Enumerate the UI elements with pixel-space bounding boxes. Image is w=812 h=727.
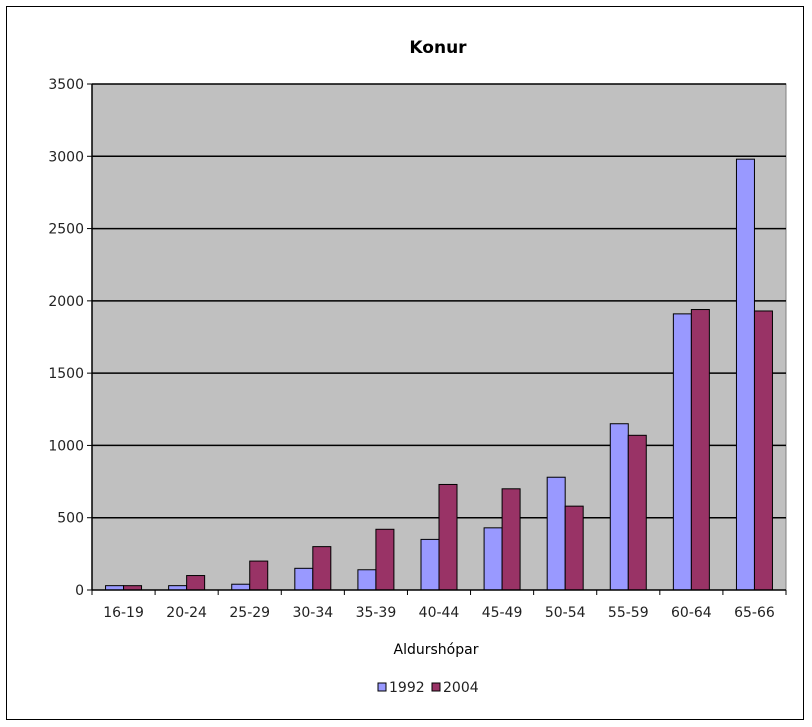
x-tick-label: 50-54 [545, 605, 586, 621]
bar-1992-50-54 [546, 476, 566, 591]
bar-1992-45-49 [483, 527, 503, 591]
x-tick-label: 65-66 [734, 605, 775, 621]
bar-2004-30-34 [312, 546, 332, 591]
y-tick-label: 1500 [48, 366, 84, 382]
legend-swatch-2004 [431, 682, 441, 692]
y-tick-label: 0 [75, 583, 84, 599]
bar-1992-35-39 [357, 569, 377, 591]
bar-1992-40-44 [420, 538, 440, 591]
bar-2004-65-66 [753, 310, 773, 591]
x-tick-label: 25-29 [229, 605, 270, 621]
y-tick-label: 2000 [48, 294, 84, 310]
y-tick-label: 2500 [48, 222, 84, 238]
bar-2004-60-64 [690, 309, 710, 591]
bar-1992-60-64 [672, 313, 692, 591]
legend: 1992 2004 [377, 680, 479, 696]
y-tick-label: 1000 [48, 438, 84, 454]
x-tick-label: 20-24 [166, 605, 207, 621]
x-tick-label: 45-49 [482, 605, 523, 621]
bar-2004-55-59 [627, 434, 647, 591]
bar-1992-25-29 [231, 583, 251, 591]
legend-swatch-1992 [377, 682, 387, 692]
bar-2004-20-24 [186, 575, 206, 591]
bar-1992-30-34 [294, 567, 314, 591]
legend-label-2004: 2004 [443, 680, 479, 696]
bar-1992-65-66 [735, 158, 755, 591]
bar-2004-50-54 [564, 505, 584, 591]
bar-2004-35-39 [375, 528, 395, 591]
x-axis-label: Aldurshópar [394, 642, 479, 658]
x-tick-label: 30-34 [292, 605, 333, 621]
chart-title: Konur [409, 38, 467, 58]
bar-2004-45-49 [501, 488, 521, 591]
y-tick-label: 3000 [48, 149, 84, 165]
bar-2004-40-44 [438, 483, 458, 591]
x-tick-label: 60-64 [671, 605, 712, 621]
x-tick-label: 55-59 [608, 605, 649, 621]
x-tick-label: 40-44 [419, 605, 460, 621]
bar-2004-25-29 [249, 560, 269, 591]
y-tick-label: 3500 [48, 77, 84, 93]
y-tick-label: 500 [57, 511, 84, 527]
bar-1992-55-59 [609, 423, 629, 591]
legend-label-1992: 1992 [389, 680, 425, 696]
x-tick-label: 35-39 [356, 605, 397, 621]
x-tick-label: 16-19 [103, 605, 144, 621]
